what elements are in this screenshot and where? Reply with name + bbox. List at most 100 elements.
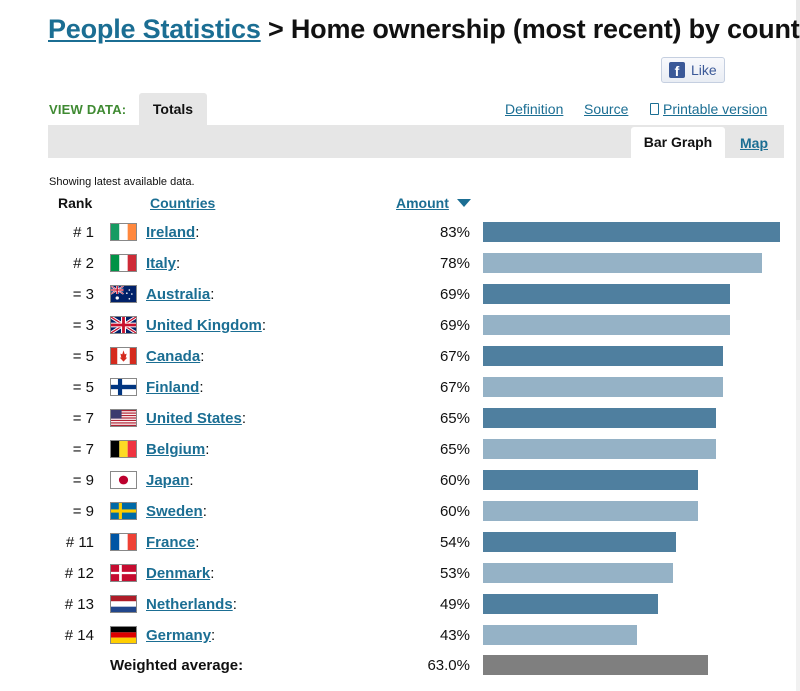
right-edge-shadow [796,0,800,320]
country-link-finland[interactable]: Finland [146,379,200,396]
amount-value: 49% [439,596,470,613]
page-title: People Statistics > Home ownership (most… [48,14,800,45]
country-link-united-states[interactable]: United States [146,410,242,427]
colon-separator: : [261,317,266,334]
flag-sweden-icon [110,502,137,520]
colon-separator: : [200,348,205,365]
country-link-germany[interactable]: Germany [146,627,212,644]
rank-value: = 5 [72,379,94,396]
country-cell: Belgium: [146,441,209,458]
country-cell: Germany: [146,627,215,644]
amount-sort-link[interactable]: Amount [396,195,471,211]
bar-united-kingdom [483,315,730,335]
amount-value: 67% [439,348,470,365]
country-cell: United Kingdom: [146,317,266,334]
country-link-denmark[interactable]: Denmark [146,565,211,582]
sort-descending-icon [456,199,471,207]
people-statistics-link[interactable]: People Statistics [48,14,261,44]
facebook-like-button[interactable]: f Like [661,57,725,83]
printable-version-link[interactable]: Printable version [650,101,767,117]
bar-belgium [483,439,716,459]
bar-sweden [483,501,698,521]
colon-separator: : [199,379,204,396]
rank-value: = 3 [72,286,94,303]
flag-denmark-icon [110,564,137,582]
rank-value: = 9 [72,503,94,520]
countries-sort-link[interactable]: Countries [150,195,216,211]
flag-germany-icon [110,626,137,644]
bar-denmark [483,563,673,583]
table-row: # 11 France: 54% [0,532,800,565]
table-row: = 5 Finland: 67% [0,377,800,410]
rank-value: = 3 [72,317,94,334]
average-bar [483,655,709,675]
country-link-belgium[interactable]: Belgium [146,441,206,458]
table-row: = 9 Japan: 60% [0,470,800,503]
table-row: = 3 Australia: 69% [0,284,800,317]
rank-value: # 2 [73,255,94,272]
country-link-netherlands[interactable]: Netherlands [146,596,233,613]
colon-separator: : [211,627,216,644]
colon-separator: : [202,503,207,520]
table-row: = 7 United States: 65% [0,408,800,441]
rank-value: = 7 [72,410,94,427]
country-cell: Finland: [146,379,204,396]
amount-value: 53% [439,565,470,582]
flag-belgium-icon [110,440,137,458]
table-row: = 9 Sweden: 60% [0,501,800,534]
country-link-sweden[interactable]: Sweden [146,503,203,520]
country-link-canada[interactable]: Canada [146,348,201,365]
amount-value: 54% [439,534,470,551]
tab-map[interactable]: Map [740,135,768,151]
colon-separator: : [176,255,181,272]
bar-ireland [483,222,780,242]
printer-icon [650,103,659,115]
flag-australia-icon [110,285,137,303]
tab-bar-graph[interactable]: Bar Graph [631,127,725,158]
rank-value: # 12 [64,565,94,582]
country-cell: Ireland: [146,224,199,241]
amount-value: 78% [439,255,470,272]
country-cell: Netherlands: [146,596,237,613]
country-cell: Australia: [146,286,214,303]
country-cell: United States: [146,410,246,427]
amount-value: 65% [439,441,470,458]
country-cell: Japan: [146,472,194,489]
source-link[interactable]: Source [584,101,629,117]
tab-totals[interactable]: Totals [139,93,207,125]
view-data-label: VIEW DATA: [49,102,127,117]
amount-value: 83% [439,224,470,241]
country-link-italy[interactable]: Italy [146,255,177,272]
flag-finland-icon [110,378,137,396]
flag-uk-icon [110,316,137,334]
rank-value: # 1 [73,224,94,241]
title-text: > Home ownership (most recent) by countr… [268,14,800,44]
country-link-france[interactable]: France [146,534,196,551]
amount-value: 60% [439,503,470,520]
definition-link[interactable]: Definition [505,101,564,117]
amount-header-label: Amount [396,195,449,211]
country-link-united-kingdom[interactable]: United Kingdom [146,317,262,334]
table-row: # 1 Ireland: 83% [0,222,800,255]
colon-separator: : [210,286,215,303]
bar-france [483,532,677,552]
flag-ireland-icon [110,223,137,241]
table-row: # 2 Italy: 78% [0,253,800,286]
average-label: Weighted average: [110,657,244,674]
flag-netherlands-icon [110,595,137,613]
facebook-icon: f [669,62,685,79]
flag-france-icon [110,533,137,551]
table-row: = 7 Belgium: 65% [0,439,800,472]
average-value: 63.0% [427,657,470,674]
bar-canada [483,346,723,366]
table-row: # 13 Netherlands: 49% [0,594,800,627]
country-link-australia[interactable]: Australia [146,286,211,303]
country-link-japan[interactable]: Japan [146,472,190,489]
bar-united-states [483,408,716,428]
amount-value: 69% [439,317,470,334]
amount-value: 65% [439,410,470,427]
rank-value: = 5 [72,348,94,365]
flag-japan-icon [110,471,137,489]
country-link-ireland[interactable]: Ireland [146,224,196,241]
country-cell: Italy: [146,255,180,272]
